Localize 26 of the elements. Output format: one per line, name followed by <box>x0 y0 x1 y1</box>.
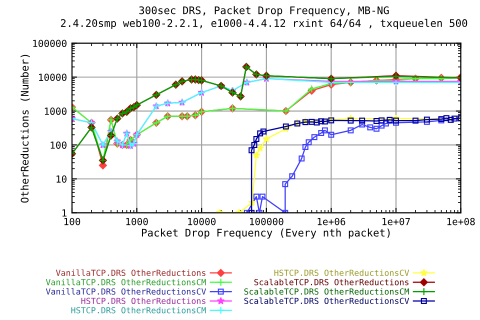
y-tick-label: 1 <box>62 209 66 217</box>
x-tick-label: 1e+06 <box>318 218 346 226</box>
y-axis-title: OtherReductions (Number) <box>20 54 30 203</box>
x-axis-title: Packet Drop Frequency (Every nth packet) <box>142 228 390 239</box>
x-tick-label: 1e+08 <box>447 218 475 226</box>
legend-label: VanillaTCP.DRS OtherReductionsCV <box>46 288 206 295</box>
chart-subtitle: 2.4.20smp web100-2.2.1, e1000-4.4.12 rxint 64/64 , txqueuelen 500 <box>60 18 468 30</box>
legend-label: VanillaTCP.DRS OtherReductionsCM <box>46 278 206 286</box>
y-tick-label: 1000 <box>44 108 67 115</box>
legend-label: HSTCP.DRS OtherReductionsCV <box>274 269 410 276</box>
legend-label: ScalableTCP.DRS OtherReductions <box>254 278 408 286</box>
legend-label: VanillaTCP.DRS OtherReductions <box>56 269 206 276</box>
legend-label: HSTCP.DRS OtherReductions <box>81 298 206 304</box>
x-tick-label: 10000 <box>188 218 216 226</box>
x-tick-label: 100000 <box>250 218 284 226</box>
legend-label: ScalableTCP.DRS OtherReductionsCV <box>244 298 410 304</box>
x-tick-label: 1e+07 <box>382 218 410 226</box>
legend-label: HSTCP.DRS OtherReductionsCM <box>71 306 206 314</box>
x-tick-label: 1000 <box>126 218 148 226</box>
y-tick-label: 10 <box>56 175 67 183</box>
chart-title: 300sec DRS, Packet Drop Frequency, MB-NG <box>139 6 389 16</box>
y-tick-label: 10000 <box>39 74 67 81</box>
y-tick-label: 100 <box>50 141 67 149</box>
y-tick-label: 100000 <box>33 40 67 48</box>
legend-label: ScalableTCP.DRS OtherReductionsCM <box>244 288 409 295</box>
x-tick-label: 100 <box>64 218 80 226</box>
